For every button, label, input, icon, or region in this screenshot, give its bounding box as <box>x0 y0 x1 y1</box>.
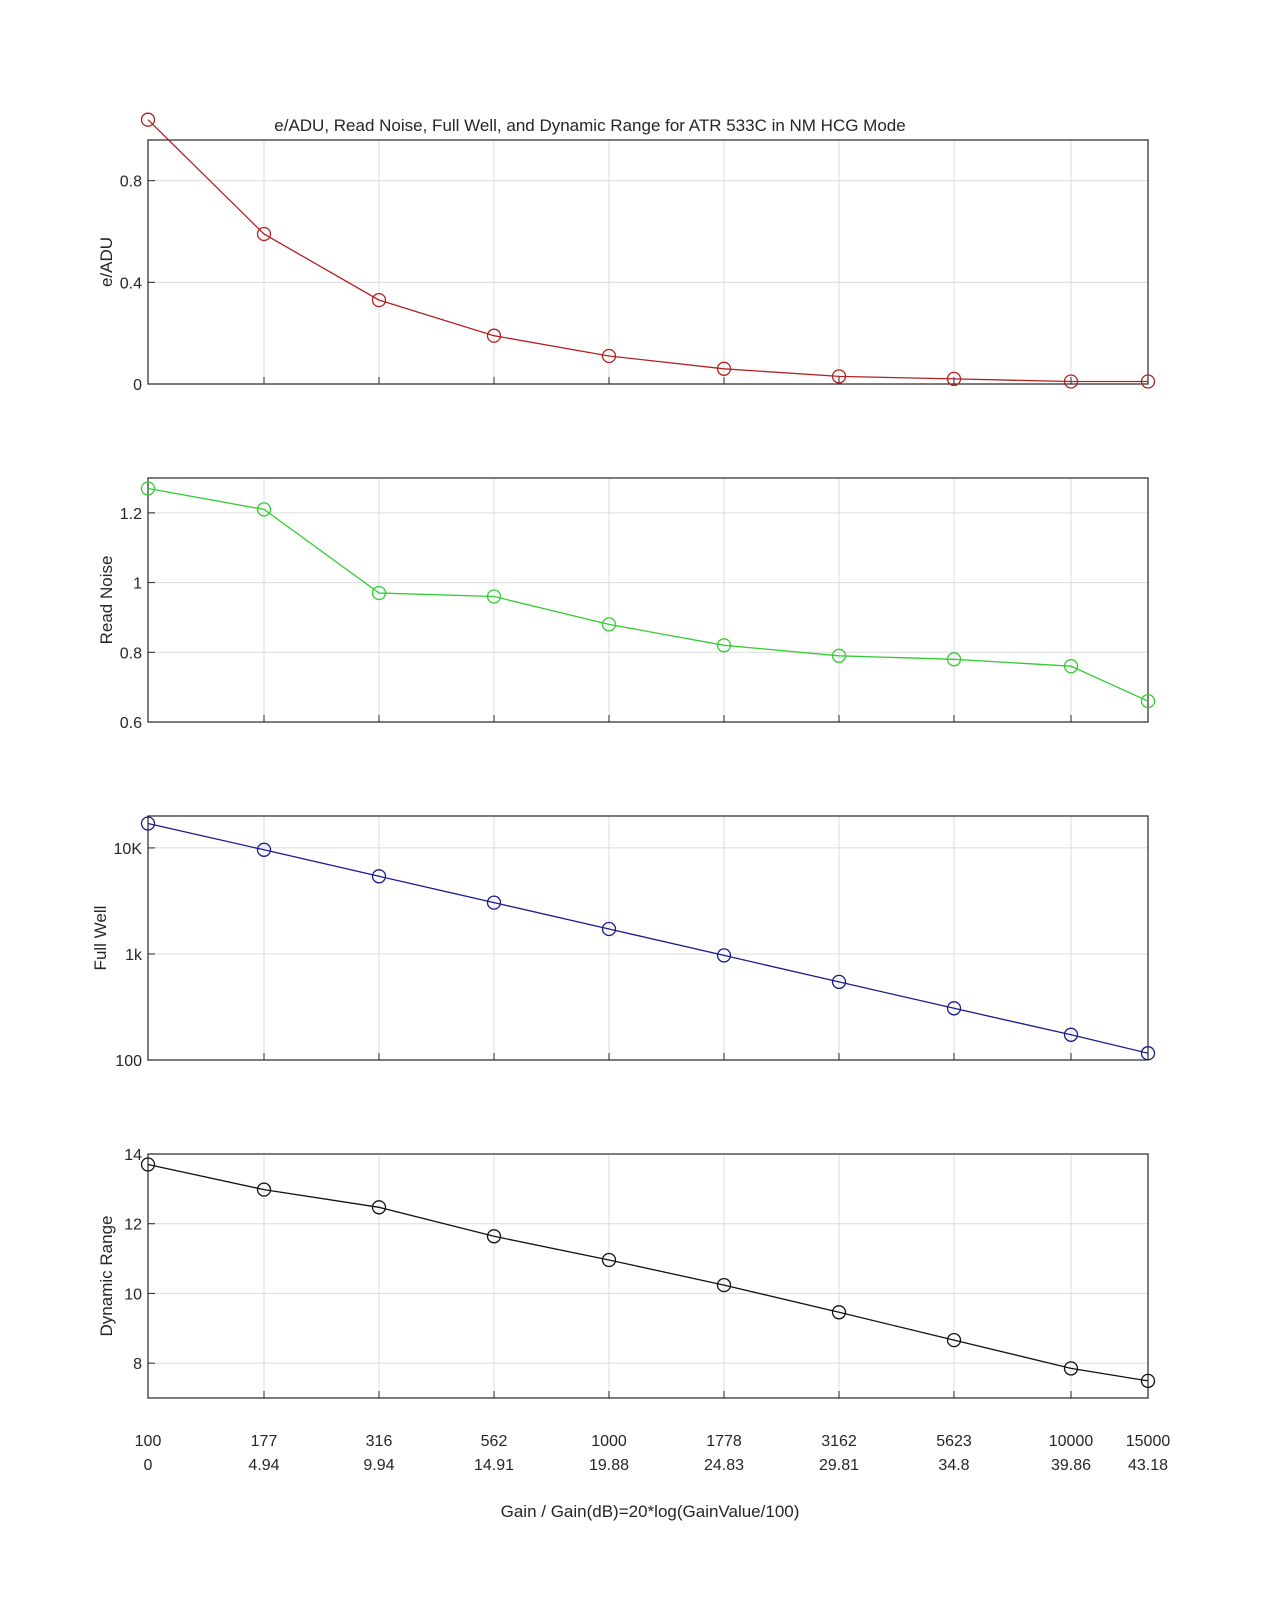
x-tick-gain-label: 15000 <box>1126 1433 1171 1450</box>
chart-title: e/ADU, Read Noise, Full Well, and Dynami… <box>274 116 905 135</box>
panel-dynamic-range: 8 10 12 14 Dynamic Range <box>97 1147 1156 1399</box>
x-tick-labels: 100 177 316 562 1000 1778 3162 5623 10000 15000 0 4… <box>135 1433 1171 1474</box>
full-well-y-axis-label: Full Well <box>91 906 110 971</box>
dynamic-range-ytick-label: 14 <box>124 1147 142 1164</box>
panel-full-well: 100 1k 10K Full Well <box>91 815 1156 1070</box>
e-per-adu-point <box>371 292 387 308</box>
x-tick-gain-label: 1778 <box>706 1433 742 1450</box>
e-per-adu-point <box>946 371 962 387</box>
read-noise-ytick-label: 1.2 <box>120 506 142 523</box>
x-tick-gain-label: 177 <box>251 1433 278 1450</box>
panel-e-per-adu: 0 0.4 0.8 e/ADU <box>97 112 1156 394</box>
read-noise-point <box>140 481 156 496</box>
full-well-point <box>256 842 272 857</box>
x-tick-db-label: 34.8 <box>938 1457 969 1474</box>
full-well-point <box>601 921 617 937</box>
dynamic-range-ytick-label: 8 <box>133 1356 142 1373</box>
full-well-point <box>831 974 847 990</box>
read-noise-ytick-label: 0.8 <box>120 645 142 662</box>
dynamic-range-point <box>140 1157 156 1172</box>
x-tick-db-label: 24.83 <box>704 1457 744 1474</box>
dynamic-range-point <box>831 1305 847 1320</box>
read-noise-point <box>1063 659 1079 674</box>
full-well-point <box>1140 1046 1156 1061</box>
dynamic-range-point <box>256 1182 272 1197</box>
full-well-point <box>1063 1027 1079 1042</box>
dynamic-range-series-line <box>147 1163 1149 1382</box>
x-tick-gain-label: 3162 <box>821 1433 857 1450</box>
dynamic-range-y-axis-label: Dynamic Range <box>97 1216 116 1337</box>
e-per-adu-point <box>601 348 617 364</box>
read-noise-point <box>371 585 387 601</box>
e-per-adu-frame <box>147 139 1149 385</box>
full-well-ytick-label: 10K <box>114 841 143 858</box>
full-well-series-line <box>147 822 1149 1054</box>
full-well-ytick-label: 100 <box>115 1053 142 1070</box>
dynamic-range-frame <box>147 1153 1149 1399</box>
e-per-adu-point <box>831 369 847 384</box>
read-noise-ytick-label: 1 <box>133 576 142 593</box>
x-tick-db-label: 39.86 <box>1051 1457 1091 1474</box>
read-noise-frame <box>147 477 1149 723</box>
dynamic-range-ytick-label: 12 <box>124 1217 142 1234</box>
e-per-adu-point <box>256 226 272 242</box>
e-per-adu-point <box>1140 374 1156 389</box>
read-noise-ytick-label: 0.6 <box>120 715 142 732</box>
read-noise-point <box>256 502 272 517</box>
x-tick-db-label: 19.88 <box>589 1457 629 1474</box>
x-tick-db-label: 9.94 <box>363 1457 394 1474</box>
x-tick-db-label: 14.91 <box>474 1457 514 1474</box>
e-per-adu-point <box>140 112 156 127</box>
read-noise-point <box>486 589 502 604</box>
e-per-adu-y-axis-label: e/ADU <box>97 237 116 287</box>
read-noise-point <box>946 652 962 667</box>
x-tick-db-label: 29.81 <box>819 1457 859 1474</box>
full-well-point <box>946 1001 962 1016</box>
read-noise-point <box>1140 693 1156 709</box>
dynamic-range-point <box>601 1252 617 1268</box>
read-noise-series-line <box>147 487 1149 702</box>
full-well-frame <box>147 815 1149 1061</box>
e-per-adu-series-line <box>147 119 1148 383</box>
x-tick-db-label: 0 <box>144 1457 153 1474</box>
x-tick-db-label: 4.94 <box>248 1457 279 1474</box>
e-per-adu-point <box>1063 374 1079 389</box>
x-tick-db-label: 43.18 <box>1128 1457 1168 1474</box>
x-tick-gain-label: 10000 <box>1049 1433 1094 1450</box>
e-per-adu-ytick-label: 0.4 <box>120 275 142 292</box>
read-noise-point <box>831 648 847 663</box>
full-well-point <box>140 816 156 831</box>
dynamic-range-point <box>371 1200 387 1215</box>
full-well-ytick-label: 1k <box>125 947 143 964</box>
x-tick-gain-label: 5623 <box>936 1433 972 1450</box>
full-well-point <box>371 869 387 884</box>
e-per-adu-ytick-label: 0.8 <box>120 174 142 191</box>
dynamic-range-point <box>486 1229 502 1244</box>
x-tick-gain-label: 1000 <box>591 1433 627 1450</box>
dynamic-range-ytick-label: 10 <box>124 1286 142 1303</box>
e-per-adu-ytick-label: 0 <box>133 377 142 394</box>
read-noise-point <box>601 617 617 632</box>
e-per-adu-point <box>716 361 732 376</box>
x-tick-gain-label: 562 <box>481 1433 508 1450</box>
dynamic-range-point <box>716 1277 732 1293</box>
dynamic-range-point <box>946 1332 962 1348</box>
x-tick-gain-label: 316 <box>366 1433 393 1450</box>
dynamic-range-point <box>1140 1373 1156 1389</box>
read-noise-y-axis-label: Read Noise <box>97 556 116 645</box>
dynamic-range-point <box>1063 1361 1079 1376</box>
x-axis-label: Gain / Gain(dB)=20*log(GainValue/100) <box>501 1502 800 1521</box>
panel-read-noise: 0.6 0.8 1 1.2 Read Noise <box>97 477 1156 732</box>
full-well-point <box>486 895 502 910</box>
x-tick-gain-label: 100 <box>135 1433 162 1450</box>
read-noise-point <box>716 638 732 653</box>
e-per-adu-point <box>486 328 502 343</box>
full-well-point <box>716 948 732 963</box>
